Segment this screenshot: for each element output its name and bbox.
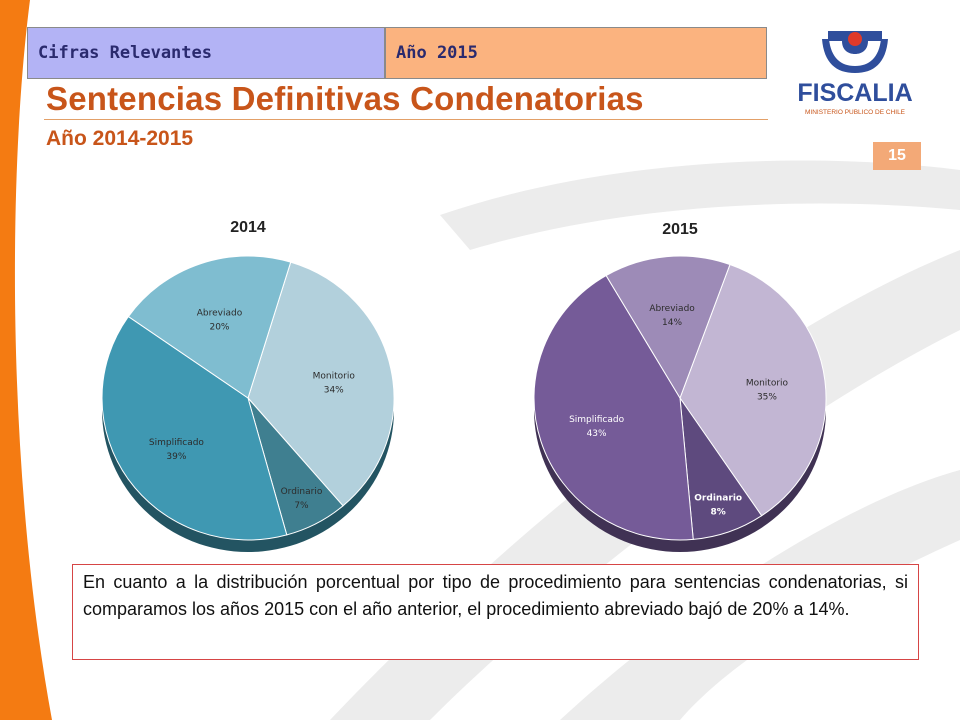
slice-label-value: 14% [662, 318, 682, 328]
slice-label-value: 8% [711, 507, 726, 517]
slice-label-name: Ordinario [281, 487, 323, 497]
slice-label-value: 7% [294, 501, 309, 511]
pie-slice-abreviado [605, 255, 731, 400]
page-number-badge: 15 [873, 142, 921, 170]
pie-slice-monitorio [679, 263, 827, 517]
slice-label-name: Monitorio [746, 379, 789, 389]
slice-label-value: 39% [166, 452, 186, 462]
logo-wordmark: FISCALIA [797, 79, 912, 107]
slice-label-name: Simplificado [149, 438, 205, 448]
pie-slice-simplificado [533, 274, 694, 541]
slice-label-value: 35% [757, 393, 777, 403]
pie-slice-abreviado [127, 255, 292, 399]
section-tab: Cifras Relevantes [27, 27, 385, 79]
slice-label-name: Simplificado [569, 415, 625, 425]
slice-label-name: Ordinario [694, 493, 742, 503]
orange-side-arc [0, 0, 52, 720]
page-title: Sentencias Definitivas Condenatorias [46, 80, 644, 117]
section-tab-label: Cifras Relevantes [38, 43, 212, 63]
slice-label-value: 43% [587, 429, 607, 439]
slice-label-name: Abreviado [649, 304, 695, 314]
chart-title: 2015 [662, 221, 698, 238]
slice-label-name: Monitorio [313, 372, 356, 382]
fiscalia-emblem [822, 31, 888, 73]
slice-label-value: 34% [324, 386, 344, 396]
pie-slice-monitorio [247, 261, 395, 507]
pie-chart-1: 2015 Monitorio 35% Ordinario 8% Simplificado 4… [533, 221, 827, 552]
logo-tagline: MINISTERIO PUBLICO DE CHILE [805, 109, 906, 116]
pie-slice-simplificado [101, 315, 288, 541]
year-tab: Año 2015 [385, 27, 767, 79]
slice-label-name: Abreviado [197, 308, 243, 318]
summary-note: En cuanto a la distribución porcentual p… [72, 564, 919, 660]
title-divider [44, 119, 768, 120]
year-tab-label: Año 2015 [396, 43, 478, 63]
fiscalia-logo: FISCALIA MINISTERIO PUBLICO DE CHILE [797, 31, 913, 116]
pie-chart-0: 2014 Monitorio 34% Ordinario 7% Simplificado 3… [101, 219, 395, 552]
chart-title: 2014 [230, 219, 266, 236]
page-subtitle: Año 2014-2015 [46, 127, 194, 150]
slice-label-value: 20% [209, 322, 229, 332]
